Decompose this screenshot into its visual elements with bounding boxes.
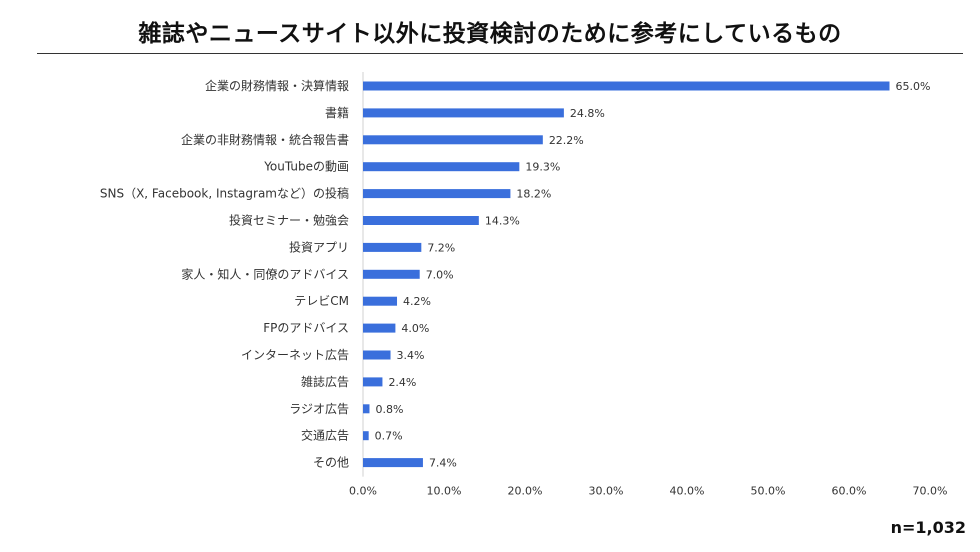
category-label: 企業の非財務情報・統合報告書: [181, 132, 349, 147]
category-label: YouTubeの動画: [263, 160, 349, 174]
data-label: 0.7%: [375, 430, 403, 443]
bar: [363, 216, 479, 225]
x-tick-label: 70.0%: [913, 485, 948, 498]
bar: [363, 350, 391, 360]
x-tick-label: 40.0%: [670, 485, 705, 498]
category-label: その他: [313, 456, 349, 470]
x-tick-label: 0.0%: [349, 485, 377, 498]
data-label: 3.4%: [397, 349, 425, 362]
sample-size-label: n=1,032: [890, 518, 966, 537]
category-label: 雑誌広告: [301, 374, 349, 389]
bar: [363, 404, 370, 414]
bar: [363, 81, 890, 91]
category-label: 書籍: [325, 105, 349, 120]
chart-title: 雑誌やニュースサイト以外に投資検討のために参考にしているもの: [138, 21, 842, 47]
x-tick-label: 30.0%: [589, 485, 624, 498]
data-label: 7.2%: [427, 241, 455, 254]
data-label: 4.0%: [401, 322, 429, 335]
x-tick-label: 60.0%: [832, 485, 867, 498]
bar: [363, 458, 423, 468]
bar-chart: 企業の財務情報・決算情報 65.0% 書籍 24.8% 企業の非財務情報・統合報告書 22…: [100, 72, 948, 498]
data-label: 18.2%: [516, 188, 551, 201]
data-label: 7.4%: [429, 457, 457, 470]
data-label: 14.3%: [485, 215, 520, 228]
data-label: 65.0%: [896, 80, 931, 93]
category-label: FPのアドバイス: [263, 321, 349, 335]
data-label: 7.0%: [426, 268, 454, 281]
bar: [363, 296, 398, 306]
category-label: 家人・知人・同僚のアドバイス: [181, 266, 349, 281]
category-label: SNS（X, Facebook, Instagramなど）の投稿: [100, 186, 349, 201]
data-label: 4.2%: [403, 295, 431, 308]
category-label: ラジオ広告: [289, 402, 349, 416]
category-label: 交通広告: [301, 428, 349, 443]
bar: [363, 269, 420, 279]
bar: [363, 323, 396, 333]
bar: [363, 189, 511, 199]
category-label: 企業の財務情報・決算情報: [205, 78, 349, 93]
x-tick-label: 10.0%: [427, 485, 462, 498]
category-label: 投資セミナー・勉強会: [229, 213, 349, 228]
title-divider: [37, 53, 963, 54]
data-label: 22.2%: [549, 134, 584, 147]
category-label: テレビCM: [294, 294, 349, 308]
bar: [363, 135, 543, 145]
data-label: 2.4%: [388, 376, 416, 389]
data-label: 0.8%: [375, 403, 403, 416]
bar: [363, 162, 520, 172]
data-label: 19.3%: [525, 161, 560, 174]
x-tick-label: 20.0%: [508, 485, 543, 498]
data-label: 24.8%: [570, 107, 605, 120]
category-label: 投資アプリ: [289, 239, 349, 254]
bar: [363, 108, 564, 118]
x-tick-label: 50.0%: [751, 485, 786, 498]
bar: [363, 242, 422, 252]
category-label: インターネット広告: [241, 348, 349, 362]
bar: [363, 377, 383, 387]
bar: [363, 431, 369, 441]
